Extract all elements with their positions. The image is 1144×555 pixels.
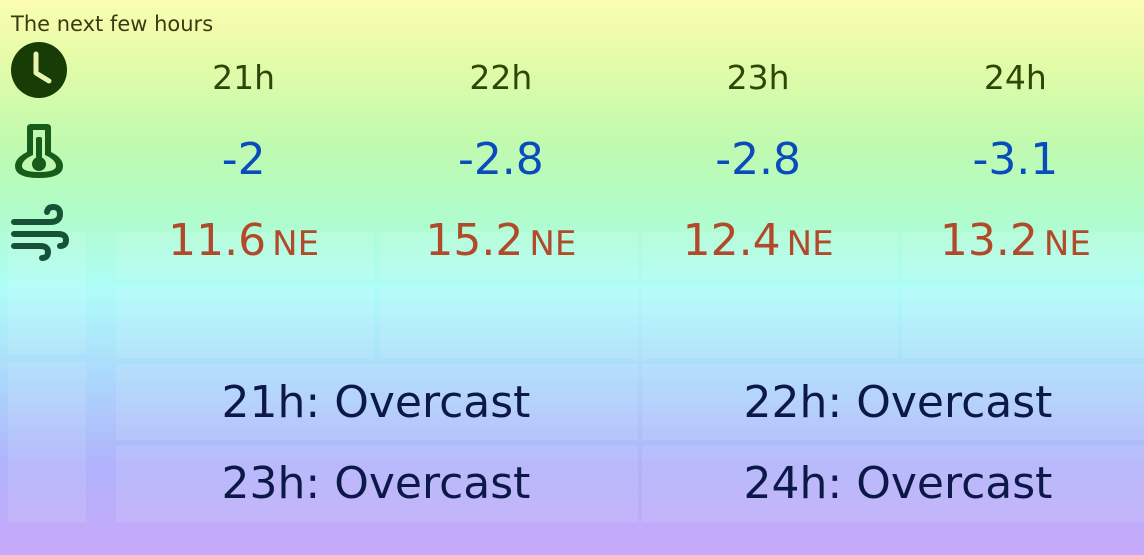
wind-speed: 12.4 [682,215,781,266]
condition-text: 24h: Overcast [743,458,1053,509]
wind-cell: 13.2 NE [887,215,1144,266]
wind-direction: NE [786,224,834,264]
temperature-value: -2.8 [715,134,802,185]
hour-label: 22h [469,58,533,97]
clock-icon [10,41,70,101]
wind-cell: 15.2 NE [372,215,629,266]
temperature-value: -2 [221,134,266,185]
condition-text: 21h: Overcast [221,377,531,428]
wind-cell: 12.4 NE [630,215,887,266]
temperature-value: -2.8 [457,134,544,185]
hour-label: 24h [983,58,1047,97]
wind-speed: 11.6 [168,215,267,266]
wind-speed: 15.2 [425,215,524,266]
wind-direction: NE [529,224,577,264]
wind-direction: NE [272,224,320,264]
wind-icon [10,202,70,262]
wind-speed: 13.2 [939,215,1038,266]
condition-text: 22h: Overcast [743,377,1053,428]
hour-label: 23h [726,58,790,97]
hour-label: 21h [212,58,276,97]
temperature-value: -3.1 [972,134,1059,185]
wind-cell: 11.6 NE [115,215,372,266]
wind-row: 11.6 NE 15.2 NE 12.4 NE 13.2 NE [115,215,1144,266]
condition-text: 23h: Overcast [221,458,531,509]
thermometer-icon [10,122,70,182]
section-title: The next few hours [11,12,214,36]
temperature-row: -2 -2.8 -2.8 -3.1 [115,134,1144,185]
hour-labels-row: 21h 22h 23h 24h [115,58,1144,97]
wind-direction: NE [1043,224,1091,264]
